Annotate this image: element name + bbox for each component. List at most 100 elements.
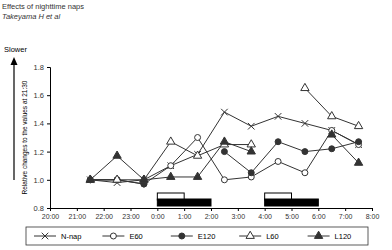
x-tick-label: 6:00: [312, 213, 326, 220]
data-point: [356, 139, 362, 145]
y-tick: 0.8: [34, 204, 50, 213]
x-tick: 0:00: [151, 208, 165, 220]
x-tick: 8:00: [366, 208, 380, 220]
data-point: [301, 83, 309, 90]
data-point: [113, 175, 121, 182]
y-tick-label: 1.6: [34, 91, 44, 100]
y-tick-label: 1.4: [34, 119, 44, 128]
x-axis-line: [51, 209, 373, 212]
data-point: [275, 113, 282, 120]
plot-area: [86, 83, 363, 206]
data-point: [195, 135, 201, 141]
nap-bar: [157, 199, 211, 206]
legend-marker: [246, 231, 254, 238]
data-point: [221, 177, 227, 183]
series-line: [90, 142, 358, 184]
x-tick-mark: [238, 208, 239, 211]
legend-marker: [42, 233, 49, 240]
data-point: [247, 147, 255, 154]
y-axis: 0.8 1.0 1.2 1.4 1.6 1.8: [34, 63, 51, 213]
series-line: [90, 88, 358, 180]
legend-label: L120: [335, 232, 352, 241]
x-tick-label: 1:00: [178, 213, 192, 220]
series-line: [90, 130, 358, 184]
legend-label: L60: [266, 232, 279, 241]
data-point: [168, 163, 174, 169]
x-tick-label: 20:00: [42, 213, 60, 220]
x-tick-label: 2:00: [205, 213, 219, 220]
x-tick-mark: [157, 208, 158, 211]
data-point: [329, 146, 335, 152]
series-line: [90, 112, 358, 182]
x-tick: 3:00: [232, 208, 246, 220]
x-tick: 1:00: [178, 208, 192, 220]
x-tick: 7:00: [339, 208, 353, 220]
data-point: [221, 149, 227, 155]
legend: N-napE60E120L60L120: [26, 227, 368, 245]
x-tick-mark: [345, 208, 346, 211]
data-point: [193, 172, 201, 179]
y-tick-mark: [47, 180, 50, 181]
x-tick: 20:00: [42, 208, 60, 220]
title: Effects of nighttime naps: [2, 2, 84, 11]
x-tick-label: 7:00: [339, 213, 353, 220]
x-tick-label: 5:00: [285, 213, 299, 220]
y-tick-mark: [47, 123, 50, 124]
y-tick-mark: [47, 208, 50, 209]
y-axis-line: [47, 68, 51, 209]
data-point: [275, 158, 281, 164]
x-tick-label: 21:00: [69, 213, 87, 220]
x-tick: 4:00: [258, 208, 272, 220]
x-tick-mark: [292, 208, 293, 211]
x-tick: 5:00: [285, 208, 299, 220]
data-point: [354, 121, 362, 128]
data-point: [193, 151, 201, 158]
y-tick: 1.2: [34, 148, 50, 157]
legend-marker: [314, 231, 322, 238]
x-tick: 22:00: [95, 208, 113, 220]
x-tick-label: 8:00: [366, 213, 380, 220]
y-tick: 1.8: [34, 63, 50, 72]
y-axis-title: Relative changes to the values at 21:30: [21, 80, 29, 194]
x-tick-mark: [104, 208, 105, 211]
annotation: Slower: [4, 45, 27, 54]
x-tick: 2:00: [205, 208, 219, 220]
data-point: [275, 139, 281, 145]
data-point: [86, 175, 94, 182]
series-line: [90, 135, 358, 180]
x-axis: 20:00 21:00 22:00 23:00 0:00 1:00 2:00 3:00 4:00…: [42, 208, 380, 220]
x-tick-mark: [131, 208, 132, 211]
data-point: [248, 170, 254, 176]
subtitle: Takeyama H et al: [2, 12, 60, 21]
x-tick-mark: [211, 208, 212, 211]
x-tick-mark: [77, 208, 78, 211]
data-point: [221, 109, 228, 116]
legend-marker: [179, 233, 185, 239]
legend-frame: [26, 227, 368, 245]
legend-marker: [110, 233, 116, 239]
data-point: [328, 130, 336, 137]
data-point: [86, 175, 94, 182]
data-point: [248, 123, 255, 130]
data-point: [220, 137, 228, 144]
y-tick-label: 1.0: [34, 176, 44, 185]
x-tick-mark: [318, 208, 319, 211]
data-point: [354, 158, 362, 165]
nap-bar: [265, 199, 319, 206]
data-point: [167, 162, 174, 169]
data-point: [302, 120, 309, 127]
legend-label: E60: [129, 232, 142, 241]
data-point: [140, 175, 148, 182]
arrow-head: [11, 57, 18, 65]
x-tick-mark: [184, 208, 185, 211]
data-point: [167, 137, 175, 144]
y-tick-mark: [47, 67, 50, 68]
x-tick: 23:00: [122, 208, 140, 220]
x-tick-label: 4:00: [258, 213, 272, 220]
data-point: [194, 151, 201, 158]
x-tick-label: 3:00: [232, 213, 246, 220]
x-tick: 6:00: [312, 208, 326, 220]
x-tick-label: 22:00: [95, 213, 113, 220]
arrow-shaft: [13, 62, 14, 180]
data-point: [302, 149, 308, 155]
